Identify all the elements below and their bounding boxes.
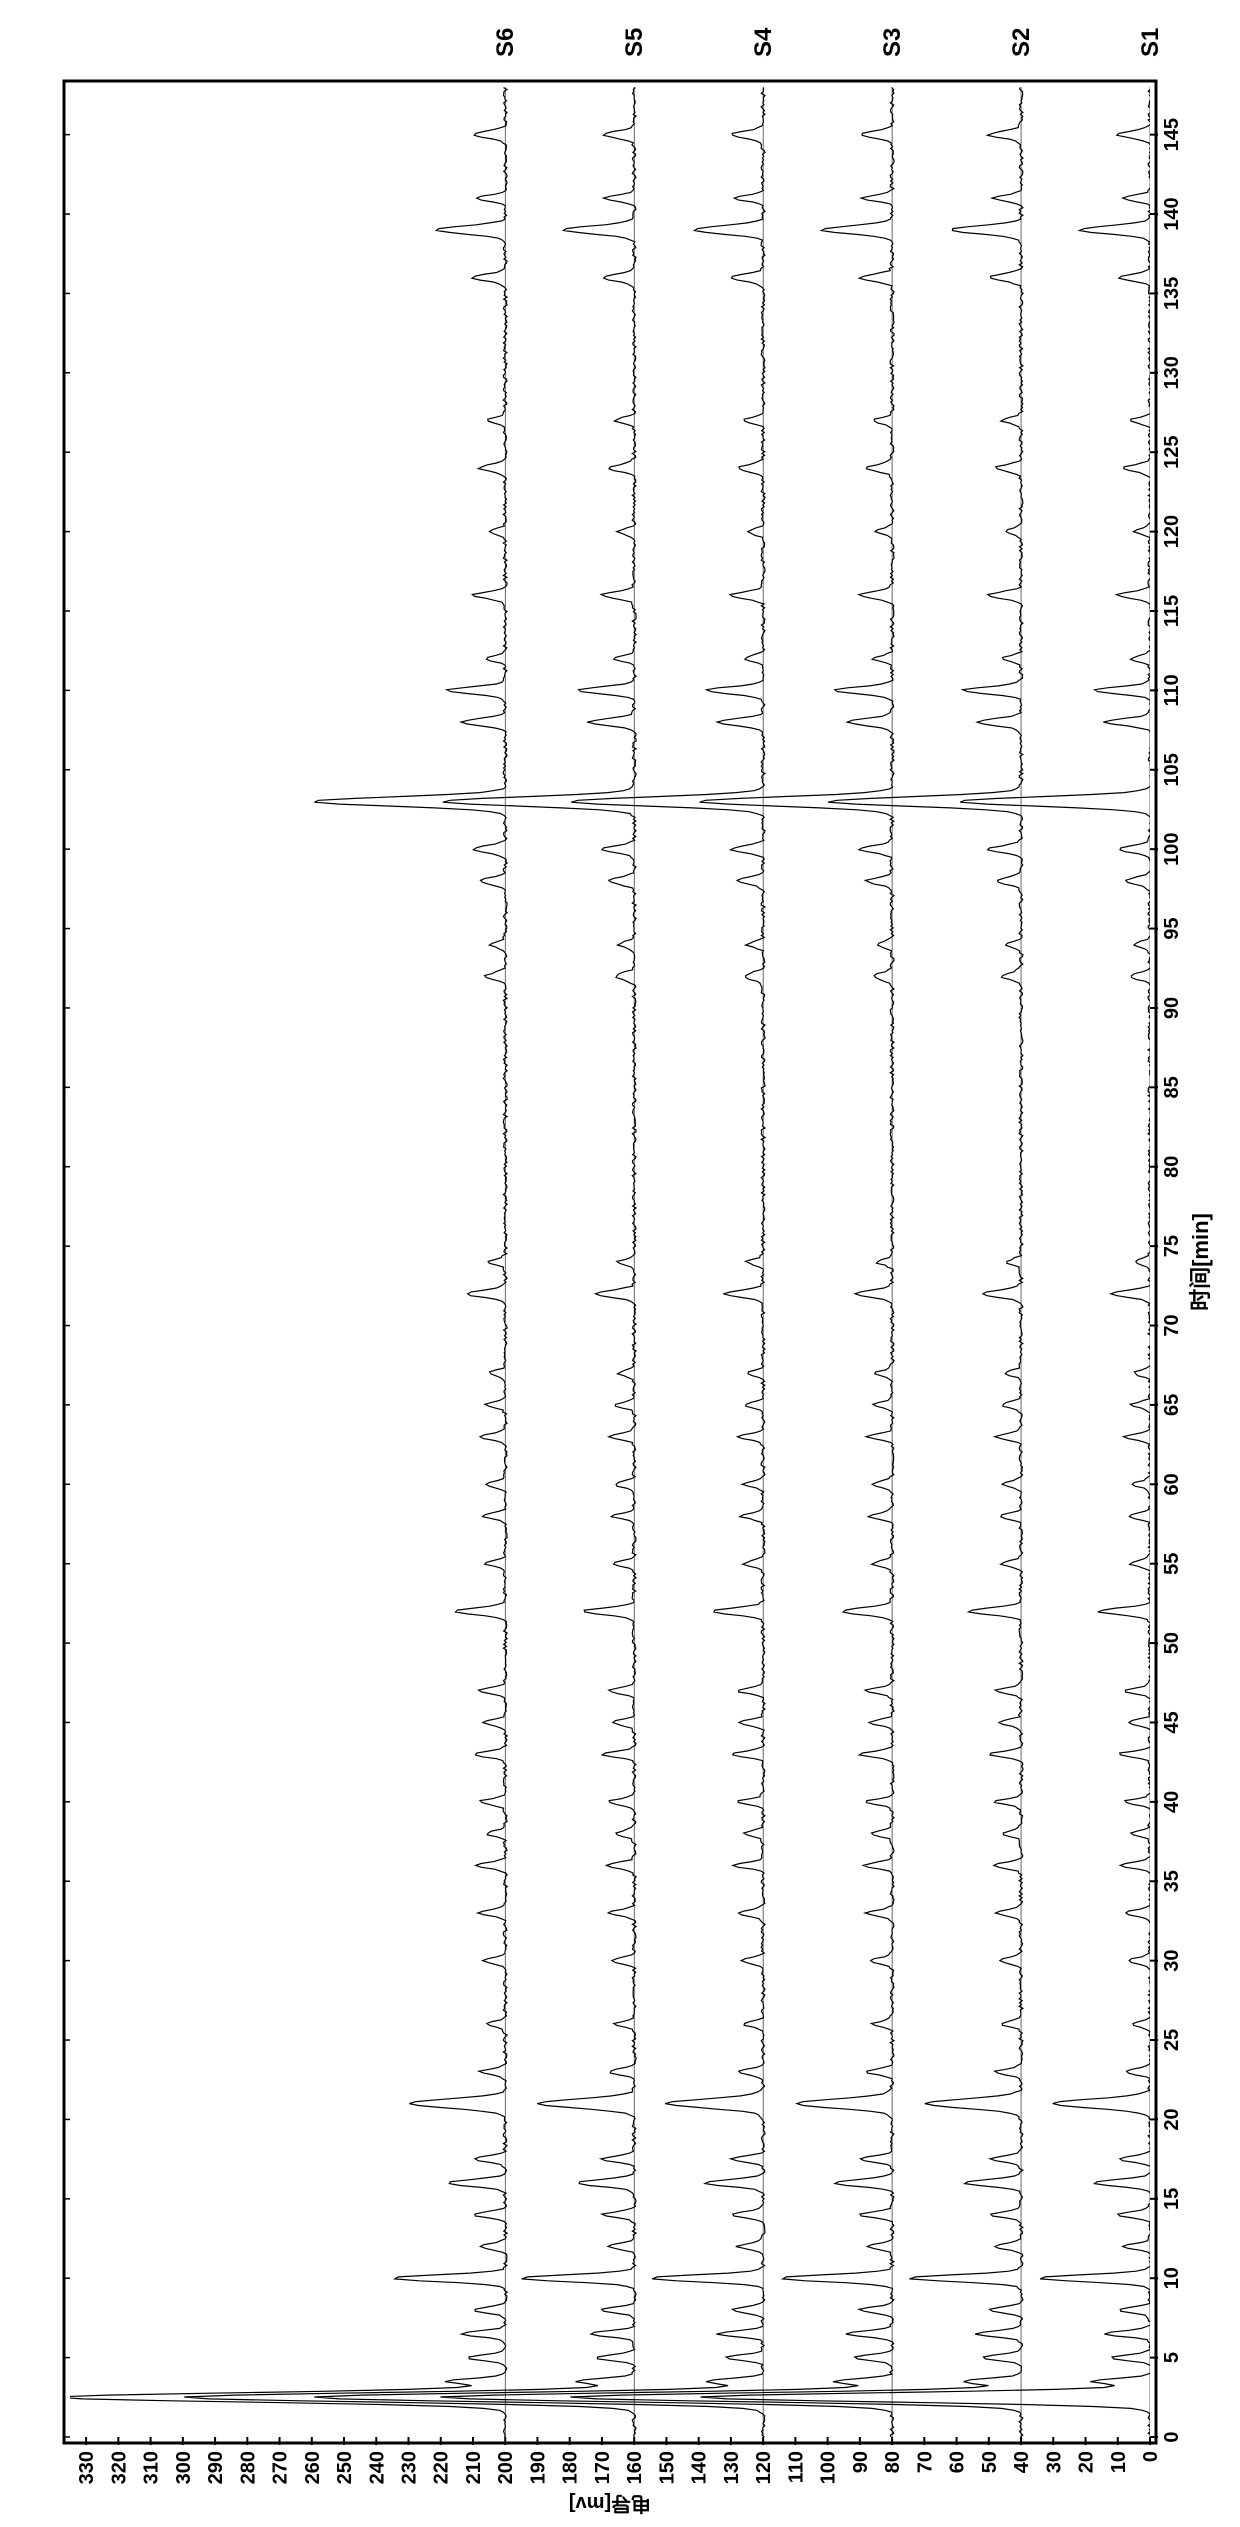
y-tick-label: 150 bbox=[656, 2451, 678, 2484]
x-tick-label: 130 bbox=[1161, 356, 1183, 389]
y-tick-label: 300 bbox=[173, 2451, 195, 2484]
y-tick-label: 210 bbox=[463, 2451, 485, 2484]
y-tick-label: 330 bbox=[76, 2451, 98, 2484]
y-tick-label: 120 bbox=[753, 2451, 775, 2484]
x-tick-label: 55 bbox=[1161, 1553, 1183, 1575]
x-tick-label: 10 bbox=[1161, 2267, 1183, 2289]
y-tick-label: 180 bbox=[560, 2451, 582, 2484]
trace-S4 bbox=[314, 88, 765, 2437]
trace-S1 bbox=[701, 88, 1152, 2437]
y-tick-label: 10 bbox=[1108, 2451, 1130, 2473]
y-tick-label: 200 bbox=[495, 2451, 517, 2484]
x-tick-label: 45 bbox=[1161, 1711, 1183, 1733]
y-tick-label: 280 bbox=[237, 2451, 259, 2484]
x-tick-label: 80 bbox=[1161, 1156, 1183, 1178]
y-tick-label: 230 bbox=[399, 2451, 421, 2484]
x-tick-label: 120 bbox=[1161, 515, 1183, 548]
x-tick-label: 100 bbox=[1161, 832, 1183, 865]
trace-label: S6 bbox=[492, 28, 519, 57]
x-tick-label: 115 bbox=[1161, 595, 1183, 627]
trace-S2 bbox=[570, 88, 1023, 2437]
x-tick-label: 5 bbox=[1161, 2352, 1183, 2363]
y-tick-label: 60 bbox=[947, 2451, 969, 2473]
x-tick-label: 65 bbox=[1161, 1394, 1183, 1416]
y-tick-label: 220 bbox=[431, 2451, 453, 2484]
x-tick-label: 0 bbox=[1161, 2431, 1183, 2442]
y-tick-label: 260 bbox=[302, 2451, 324, 2484]
x-tick-label: 145 bbox=[1161, 118, 1183, 151]
y-tick-label: 90 bbox=[850, 2451, 872, 2473]
y-tick-label: 270 bbox=[270, 2451, 292, 2484]
y-tick-label: 250 bbox=[334, 2451, 356, 2484]
y-tick-label: 310 bbox=[141, 2451, 163, 2484]
x-tick-label: 140 bbox=[1161, 197, 1183, 230]
y-tick-label: 170 bbox=[592, 2451, 614, 2484]
y-tick-label: 290 bbox=[205, 2451, 227, 2484]
x-tick-label: 60 bbox=[1161, 1473, 1183, 1495]
x-tick-label: 125 bbox=[1161, 436, 1183, 469]
y-tick-label: 50 bbox=[979, 2451, 1001, 2473]
x-tick-label: 85 bbox=[1161, 1076, 1183, 1098]
y-tick-label: 140 bbox=[689, 2451, 711, 2484]
x-tick-label: 95 bbox=[1161, 917, 1183, 939]
y-tick-label: 0 bbox=[1140, 2451, 1162, 2462]
x-tick-label: 90 bbox=[1161, 997, 1183, 1019]
y-tick-label: 130 bbox=[721, 2451, 743, 2484]
trace-label: S5 bbox=[621, 28, 648, 57]
trace-S5 bbox=[184, 88, 636, 2437]
x-tick-label: 70 bbox=[1161, 1314, 1183, 1336]
x-tick-label: 35 bbox=[1161, 1870, 1183, 1892]
trace-label: S2 bbox=[1008, 28, 1035, 57]
y-tick-label: 110 bbox=[785, 2451, 807, 2483]
x-tick-label: 25 bbox=[1161, 2029, 1183, 2051]
y-tick-label: 40 bbox=[1011, 2451, 1033, 2473]
trace-label: S3 bbox=[879, 28, 906, 57]
y-tick-label: 70 bbox=[914, 2451, 936, 2473]
x-tick-label: 30 bbox=[1161, 1950, 1183, 1972]
y-axis-label: 电导[mv] bbox=[569, 2492, 651, 2515]
y-tick-label: 30 bbox=[1043, 2451, 1065, 2473]
y-tick-label: 160 bbox=[624, 2451, 646, 2484]
y-tick-label: 100 bbox=[818, 2451, 840, 2484]
x-tick-label: 110 bbox=[1161, 674, 1183, 706]
x-tick-label: 15 bbox=[1161, 2188, 1183, 2210]
x-tick-label: 20 bbox=[1161, 2108, 1183, 2130]
x-tick-label: 50 bbox=[1161, 1632, 1183, 1654]
y-tick-label: 20 bbox=[1076, 2451, 1098, 2473]
trace-S6 bbox=[54, 88, 507, 2437]
x-tick-label: 135 bbox=[1161, 277, 1183, 310]
y-tick-label: 80 bbox=[882, 2451, 904, 2473]
y-tick-label: 240 bbox=[366, 2451, 388, 2484]
trace-label: S4 bbox=[750, 27, 777, 57]
chart-container: 0 5 10 15 20 25 30 35 40 45 50 55 60 65 70 75 80 85 90 95 10… bbox=[0, 0, 1240, 2527]
trace-label: S1 bbox=[1137, 28, 1164, 57]
chromatogram-chart: 0 5 10 15 20 25 30 35 40 45 50 55 60 65 70 75 80 85 90 95 10… bbox=[0, 0, 1240, 2527]
y-tick-label: 190 bbox=[527, 2451, 549, 2484]
x-tick-label: 40 bbox=[1161, 1791, 1183, 1813]
y-tick-label: 320 bbox=[108, 2451, 130, 2484]
x-tick-label: 75 bbox=[1161, 1235, 1183, 1257]
x-tick-label: 105 bbox=[1161, 753, 1183, 786]
trace-S3 bbox=[440, 88, 894, 2437]
x-axis-label: 时间[min] bbox=[1188, 1213, 1213, 1311]
